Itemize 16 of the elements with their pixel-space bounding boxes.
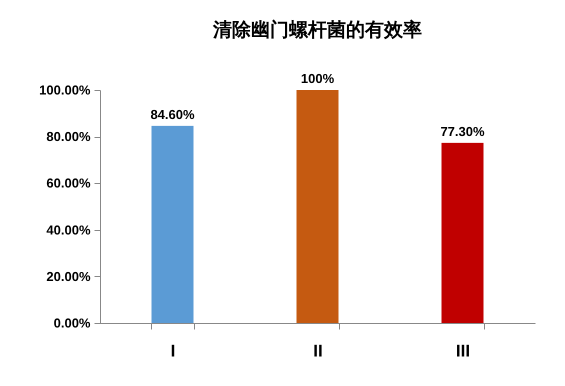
- data-label: 84.60%: [150, 106, 195, 122]
- y-tick-label: 20.00%: [46, 268, 91, 284]
- data-label: 100%: [300, 71, 335, 86]
- y-tick-label: 40.00%: [46, 222, 91, 238]
- y-tick-label: 0.00%: [54, 316, 91, 330]
- bar: [152, 126, 194, 323]
- y-tick-label: 80.00%: [46, 129, 91, 144]
- chart-title: 清除幽门螺杆菌的有效率: [212, 19, 422, 41]
- x-tick-label: II: [313, 342, 323, 360]
- data-label: 77.30%: [440, 124, 485, 139]
- x-tick-label: I: [170, 342, 176, 360]
- x-tick-label: III: [456, 342, 470, 360]
- y-tick-label: 100.00%: [39, 82, 91, 98]
- bar: [442, 142, 484, 323]
- y-tick-label: 60.00%: [46, 176, 91, 191]
- bar: [296, 90, 338, 323]
